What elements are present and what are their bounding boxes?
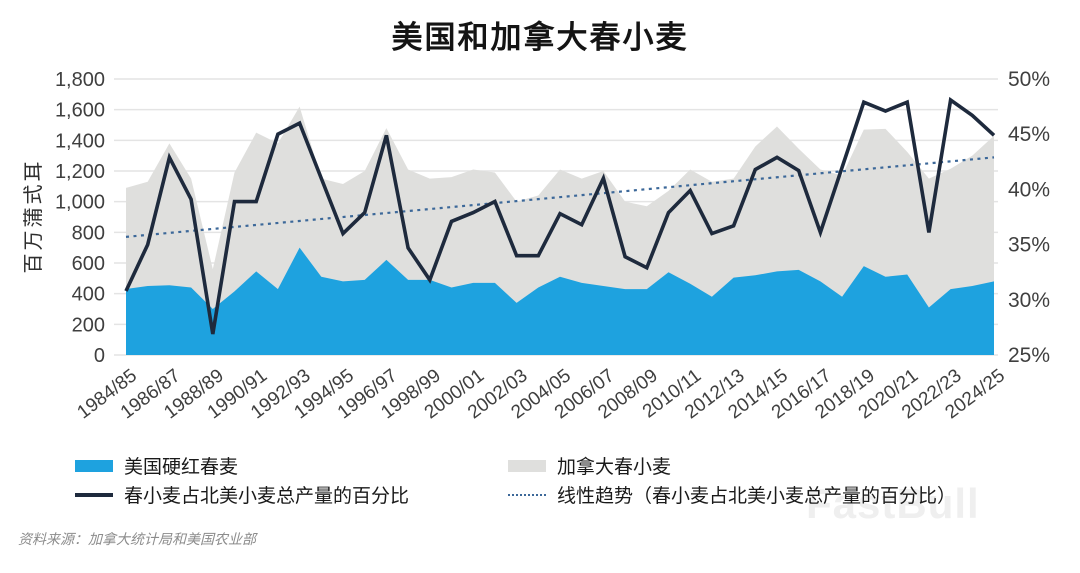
- us-area-swatch-icon: [75, 459, 113, 472]
- svg-text:800: 800: [72, 222, 105, 244]
- svg-text:25%: 25%: [1008, 344, 1050, 367]
- legend-item-pct: 春小麦占北美小麦总产量的百分比: [75, 481, 409, 508]
- svg-text:40%: 40%: [1008, 178, 1050, 201]
- pct-line: [124, 96, 996, 335]
- svg-text:35%: 35%: [1008, 234, 1050, 257]
- legend-item-trend: 线性趋势（春小麦占北美小麦总产量的百分比）: [508, 481, 956, 508]
- legend-label-pct: 春小麦占北美小麦总产量的百分比: [124, 486, 410, 507]
- x-tick-labels: 1984/851986/871988/891990/911992/931994/…: [74, 365, 1009, 423]
- canada-area-swatch-icon: [508, 459, 546, 472]
- watermark: FastBull: [806, 480, 980, 527]
- trend-line-swatch-icon: [508, 493, 546, 496]
- svg-text:600: 600: [72, 253, 105, 275]
- svg-text:1,400: 1,400: [55, 130, 105, 152]
- svg-text:200: 200: [72, 314, 105, 336]
- svg-text:1,600: 1,600: [55, 100, 105, 122]
- svg-text:400: 400: [72, 284, 105, 306]
- svg-text:1,800: 1,800: [55, 69, 105, 91]
- svg-text:30%: 30%: [1008, 289, 1050, 312]
- us-area: [126, 247, 994, 355]
- svg-text:1,200: 1,200: [55, 161, 105, 183]
- chart-title: 美国和加拿大春小麦: [391, 20, 689, 56]
- svg-text:45%: 45%: [1008, 123, 1050, 146]
- pct-line-swatch-icon: [75, 492, 113, 497]
- legend-label-canada: 加拿大春小麦: [557, 457, 672, 478]
- svg-text:50%: 50%: [1008, 68, 1050, 91]
- legend-label-us: 美国硬红春麦: [124, 457, 239, 478]
- svg-text:0: 0: [94, 345, 105, 367]
- plot-area: 0 200 400 600 800 1,000 1,200 1,400 1,600 1,800 25…: [55, 68, 1050, 423]
- svg-text:1,000: 1,000: [55, 192, 105, 214]
- legend-item-us: 美国硬红春麦: [75, 452, 238, 479]
- right-tick-labels: 25% 30% 35% 40% 45% 50%: [1008, 68, 1050, 367]
- source-note: 资料来源：加拿大统计局和美国农业部: [18, 531, 256, 547]
- legend-label-trend: 线性趋势（春小麦占北美小麦总产量的百分比）: [557, 486, 957, 507]
- left-tick-labels: 0 200 400 600 800 1,000 1,200 1,400 1,600 1,800: [55, 69, 105, 367]
- legend-item-canada: 加拿大春小麦: [508, 452, 671, 479]
- trend-line: [125, 156, 995, 238]
